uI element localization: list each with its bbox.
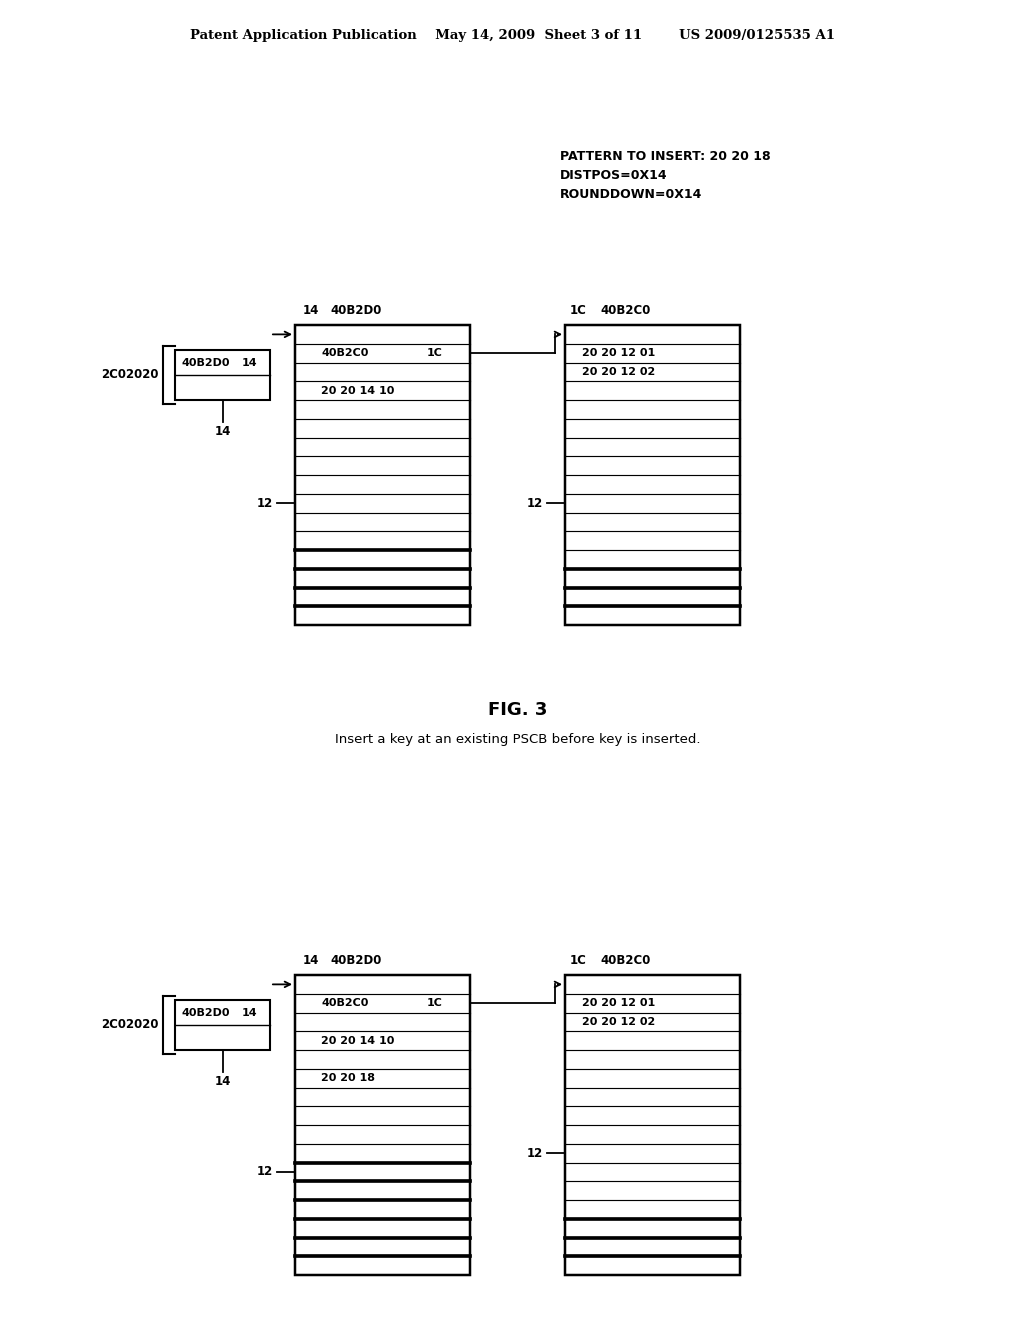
Text: 40B2C0: 40B2C0: [600, 304, 650, 317]
Text: 2C02020: 2C02020: [101, 368, 159, 381]
Text: Insert a key at an existing PSCB before key is inserted.: Insert a key at an existing PSCB before …: [335, 734, 700, 747]
Text: 20 20 18: 20 20 18: [322, 1073, 375, 1084]
Text: 1C: 1C: [426, 348, 442, 358]
Text: 12: 12: [257, 496, 273, 510]
Text: 40B2D0: 40B2D0: [330, 304, 381, 317]
Bar: [175, 350, 270, 400]
Text: 1C: 1C: [570, 954, 587, 968]
Text: 40B2C0: 40B2C0: [322, 348, 369, 358]
Text: 12: 12: [526, 1147, 543, 1160]
Text: Patent Application Publication    May 14, 2009  Sheet 3 of 11        US 2009/012: Patent Application Publication May 14, 2…: [189, 29, 835, 41]
Text: 14: 14: [303, 304, 319, 317]
Text: 12: 12: [526, 496, 543, 510]
Text: 2C02020: 2C02020: [101, 1019, 159, 1031]
Text: 1C: 1C: [570, 304, 587, 317]
Bar: [565, 325, 740, 624]
Text: 40B2D0: 40B2D0: [181, 1007, 229, 1018]
Text: 14: 14: [214, 425, 230, 438]
Text: 40B2C0: 40B2C0: [600, 954, 650, 968]
Text: 20 20 12 02: 20 20 12 02: [583, 1016, 655, 1027]
Bar: [565, 975, 740, 1275]
Text: FIG. 3: FIG. 3: [487, 701, 547, 719]
Text: 1C: 1C: [426, 998, 442, 1008]
Text: 14: 14: [242, 1007, 257, 1018]
Bar: [175, 1001, 270, 1049]
Text: 40B2D0: 40B2D0: [181, 358, 229, 367]
Text: 40B2C0: 40B2C0: [322, 998, 369, 1008]
Text: 20 20 12 01: 20 20 12 01: [583, 998, 655, 1008]
Text: 12: 12: [257, 1166, 273, 1179]
Bar: [295, 975, 470, 1275]
Text: 14: 14: [242, 358, 257, 367]
Text: 20 20 14 10: 20 20 14 10: [322, 1036, 394, 1045]
Text: PATTERN TO INSERT: 20 20 18
DISTPOS=0X14
ROUNDDOWN=0X14: PATTERN TO INSERT: 20 20 18 DISTPOS=0X14…: [560, 150, 771, 201]
Text: 14: 14: [214, 1074, 230, 1088]
Text: 20 20 12 01: 20 20 12 01: [583, 348, 655, 358]
Text: 20 20 12 02: 20 20 12 02: [583, 367, 655, 378]
Text: 20 20 14 10: 20 20 14 10: [322, 385, 394, 396]
Text: 14: 14: [303, 954, 319, 968]
Text: 40B2D0: 40B2D0: [330, 954, 381, 968]
Bar: [295, 325, 470, 624]
